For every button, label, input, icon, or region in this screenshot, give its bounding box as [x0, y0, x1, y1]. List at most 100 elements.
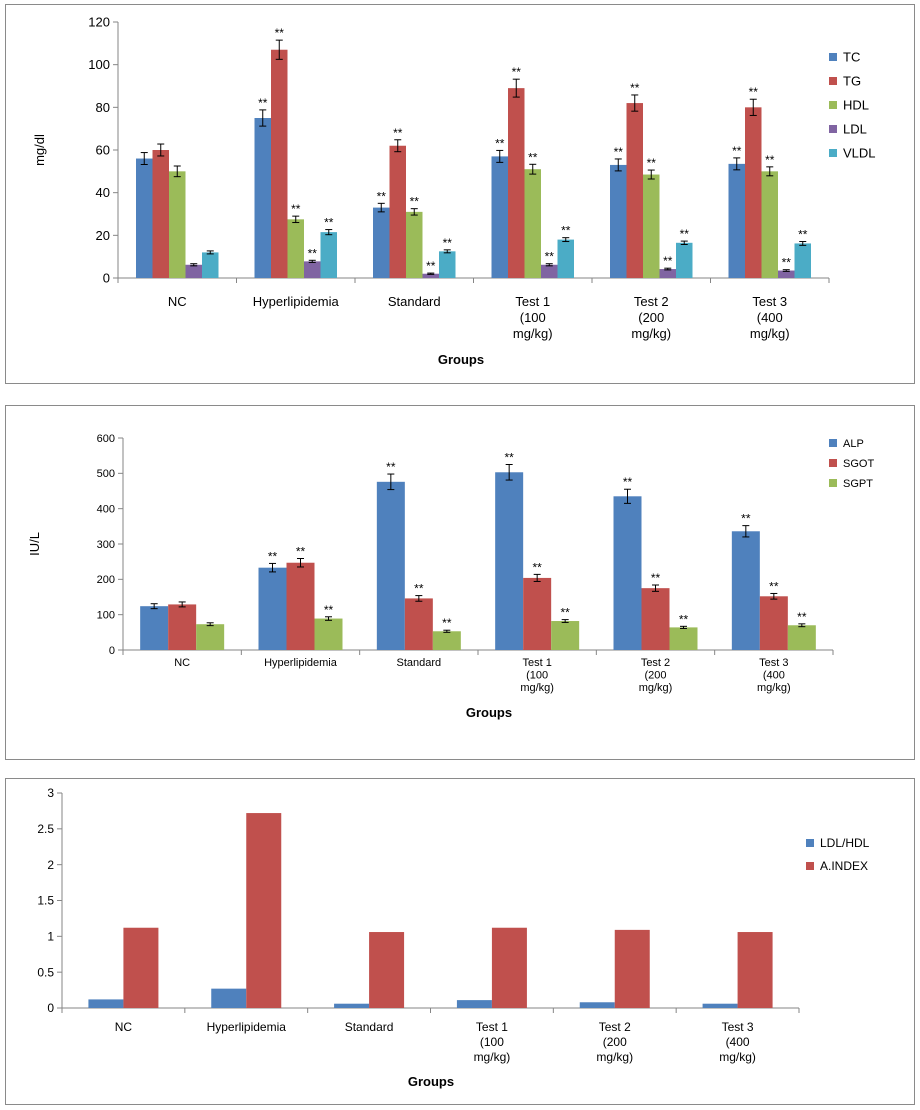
significance-mark: **: [679, 612, 689, 626]
bar: [541, 264, 558, 278]
bar: [737, 932, 773, 1008]
significance-mark: **: [647, 156, 657, 170]
bar: [610, 164, 627, 278]
significance-mark: **: [308, 246, 318, 260]
x-tick-label: Test 3: [752, 294, 787, 309]
y-tick-label: 500: [97, 468, 115, 480]
bar: [759, 596, 788, 650]
significance-mark: **: [414, 582, 424, 596]
x-axis-title: Groups: [408, 1074, 454, 1089]
bar: [491, 156, 508, 278]
bar: [254, 118, 271, 278]
bar: [286, 562, 315, 650]
bar: [439, 251, 456, 278]
bar: [211, 988, 247, 1008]
x-tick-label: (100: [480, 1035, 504, 1049]
bar: [169, 171, 186, 278]
significance-mark: **: [386, 460, 396, 474]
bar: [491, 927, 527, 1008]
x-tick-label: Test 1: [476, 1020, 508, 1034]
x-tick-label: mg/kg): [639, 682, 673, 694]
significance-mark: **: [623, 475, 633, 489]
x-tick-label: Standard: [397, 657, 442, 669]
bar: [373, 207, 390, 278]
significance-mark: **: [495, 136, 505, 150]
bar: [456, 1000, 492, 1008]
x-tick-label: NC: [115, 1020, 133, 1034]
x-tick-label: Hyperlipidemia: [207, 1020, 287, 1034]
x-tick-label: Test 3: [722, 1020, 754, 1034]
x-tick-label: (200: [644, 670, 666, 682]
x-tick-label: Test 2: [599, 1020, 631, 1034]
x-tick-label: (200: [638, 310, 664, 325]
legend-label: HDL: [843, 98, 869, 113]
bar: [432, 631, 461, 650]
bar: [389, 145, 406, 278]
bar: [246, 813, 282, 1008]
bar: [676, 242, 693, 278]
bar: [320, 232, 337, 278]
bar: [140, 606, 169, 650]
significance-mark: **: [797, 610, 807, 624]
x-tick-label: Test 1: [522, 657, 551, 669]
legend-swatch: [829, 101, 837, 109]
bar: [613, 496, 642, 650]
lipid-profile-chart: 0 20 40 60 80 100 120 NC Hyperlipidemia Standard T…: [32, 15, 876, 367]
legend-label: A.INDEX: [820, 859, 868, 873]
y-tick-label: 1.5: [37, 894, 54, 908]
x-tick-label: Test 3: [759, 657, 788, 669]
significance-mark: **: [296, 544, 306, 558]
bar: [641, 588, 670, 650]
bar: [495, 472, 524, 650]
x-tick-label: Standard: [388, 294, 441, 309]
y-tick-label: 600: [97, 433, 115, 445]
legend-swatch: [829, 149, 837, 157]
significance-mark: **: [798, 228, 808, 242]
x-tick-label: (100: [526, 670, 548, 682]
y-tick-label: 2.5: [37, 822, 54, 836]
y-tick-label: 80: [96, 100, 110, 115]
legend-swatch: [829, 53, 837, 61]
x-tick-label: mg/kg): [757, 682, 791, 694]
x-tick-label: mg/kg): [719, 1050, 756, 1064]
y-tick-label: 2: [47, 858, 54, 872]
bar: [88, 999, 124, 1008]
bar: [202, 252, 219, 278]
bar: [314, 618, 343, 650]
significance-mark: **: [393, 126, 403, 140]
significance-mark: **: [630, 81, 640, 95]
legend-swatch: [829, 77, 837, 85]
legend-label: LDL/HDL: [820, 836, 870, 850]
significance-mark: **: [680, 227, 690, 241]
x-tick-label: mg/kg): [474, 1050, 511, 1064]
legend-swatch: [829, 439, 837, 447]
significance-mark: **: [614, 145, 624, 159]
x-tick-label: Test 1: [515, 294, 550, 309]
significance-mark: **: [651, 571, 661, 585]
legend-swatch: [806, 862, 814, 870]
bar: [258, 567, 287, 650]
significance-mark: **: [782, 256, 792, 270]
bar: [123, 927, 159, 1008]
bar: [761, 171, 778, 278]
x-tick-label: Hyperlipidemia: [264, 657, 338, 669]
y-tick-label: 60: [96, 143, 110, 158]
bar: [422, 273, 439, 278]
significance-mark: **: [741, 512, 751, 526]
bar: [731, 531, 760, 650]
significance-mark: **: [324, 603, 334, 617]
significance-mark: **: [275, 26, 285, 40]
legend-swatch: [829, 479, 837, 487]
legend-label: ALP: [843, 438, 864, 450]
x-tick-label: Test 2: [634, 294, 669, 309]
significance-mark: **: [426, 259, 436, 273]
legend-label: TG: [843, 74, 861, 89]
y-tick-label: 20: [96, 228, 110, 243]
atherogenic-index-chart-panel: 0 0.5 1 1.5 2 2.5 3 NC Hyperlipidemia Standard Tes…: [5, 778, 915, 1105]
x-tick-label: (100: [520, 310, 546, 325]
bar: [196, 624, 225, 650]
significance-mark: **: [765, 153, 775, 167]
bar: [557, 239, 574, 278]
bar: [185, 264, 202, 278]
x-tick-label: mg/kg): [596, 1050, 633, 1064]
